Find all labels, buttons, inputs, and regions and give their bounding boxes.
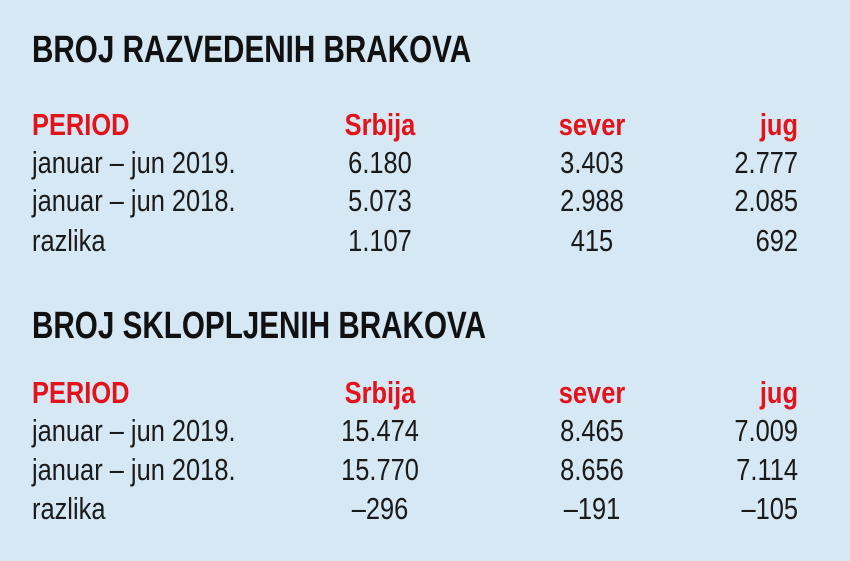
row-label: razlika — [32, 490, 106, 526]
cell-value: 5.073 — [348, 182, 412, 218]
row-label: razlika — [32, 222, 106, 258]
column-header: Srbija — [344, 106, 416, 142]
cell-value: 15.770 — [341, 451, 419, 487]
cell-value: 415 — [570, 222, 614, 258]
column-header: sever — [558, 374, 626, 410]
cell-value: 7.114 — [736, 451, 798, 487]
cell-value: 3.403 — [560, 144, 624, 180]
table-title: BROJ SKLOPLJENIH BRAKOVA — [32, 305, 486, 347]
cell-value: 15.474 — [341, 412, 419, 448]
row-label: januar – jun 2018. — [32, 182, 236, 218]
row-label: januar – jun 2019. — [32, 412, 236, 448]
cell-value: 692 — [755, 222, 798, 258]
column-header: jug — [759, 106, 798, 142]
column-header: PERIOD — [32, 374, 130, 410]
table-title: BROJ RAZVEDENIH BRAKOVA — [32, 29, 472, 71]
column-header: sever — [558, 106, 626, 142]
cell-value: 2.988 — [560, 182, 624, 218]
column-header: jug — [759, 374, 798, 410]
cell-value: 8.465 — [560, 412, 624, 448]
row-label: januar – jun 2018. — [32, 451, 236, 487]
cell-value: 2.085 — [734, 182, 798, 218]
cell-value: 6.180 — [348, 144, 412, 180]
cell-value: –296 — [351, 490, 409, 526]
cell-value: 2.777 — [734, 144, 798, 180]
row-label: januar – jun 2019. — [32, 144, 236, 180]
cell-value: –191 — [563, 490, 621, 526]
cell-value: 7.009 — [734, 412, 798, 448]
cell-value: –105 — [741, 490, 798, 526]
column-header: Srbija — [344, 374, 416, 410]
column-header: PERIOD — [32, 106, 130, 142]
cell-value: 8.656 — [560, 451, 624, 487]
cell-value: 1.107 — [348, 222, 412, 258]
